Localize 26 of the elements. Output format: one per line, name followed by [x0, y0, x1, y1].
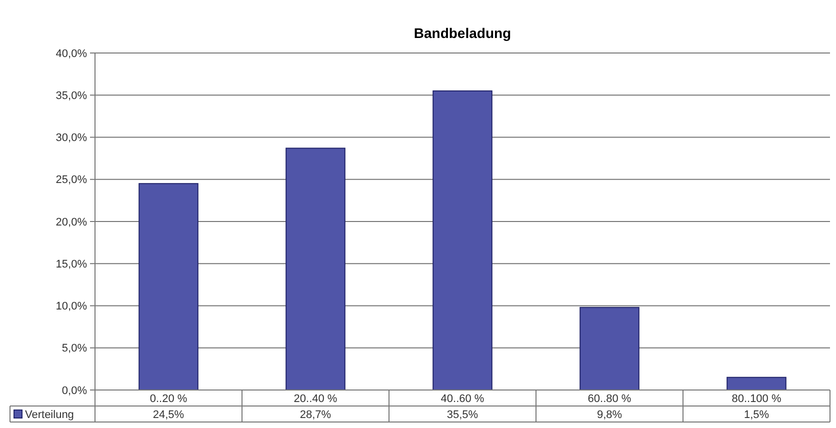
y-tick-label: 20,0%	[56, 216, 88, 228]
x-tick-label: 20..40 %	[294, 392, 338, 405]
y-tick-label: 30,0%	[56, 132, 88, 144]
y-tick-label: 25,0%	[56, 174, 88, 186]
bar	[580, 306, 640, 390]
data-label: 24,5%	[152, 408, 184, 421]
x-tick-label: 0..20 %	[150, 392, 188, 405]
bar	[432, 90, 492, 390]
data-label: 1,5%	[744, 408, 770, 421]
legend-label: Verteilung	[25, 408, 74, 421]
bar	[726, 376, 786, 390]
x-tick-label: 80..100 %	[732, 392, 782, 405]
bar	[286, 148, 346, 390]
y-tick-label: 35,0%	[56, 90, 88, 102]
data-label: 28,7%	[300, 408, 332, 421]
y-tick-label: 10,0%	[56, 300, 88, 313]
y-tick-label: 5,0%	[62, 342, 88, 355]
bar	[138, 183, 198, 390]
x-tick-label: 60..80 %	[588, 392, 632, 405]
chart-title: Bandbeladung	[414, 25, 512, 41]
x-tick-label: 40..60 %	[440, 392, 484, 405]
y-tick-label: 40,0%	[56, 48, 88, 60]
data-label: 9,8%	[596, 408, 622, 421]
y-tick-label: 15,0%	[56, 258, 88, 270]
y-tick-label: 0,0%	[62, 384, 88, 397]
data-label: 35,5%	[446, 408, 478, 421]
